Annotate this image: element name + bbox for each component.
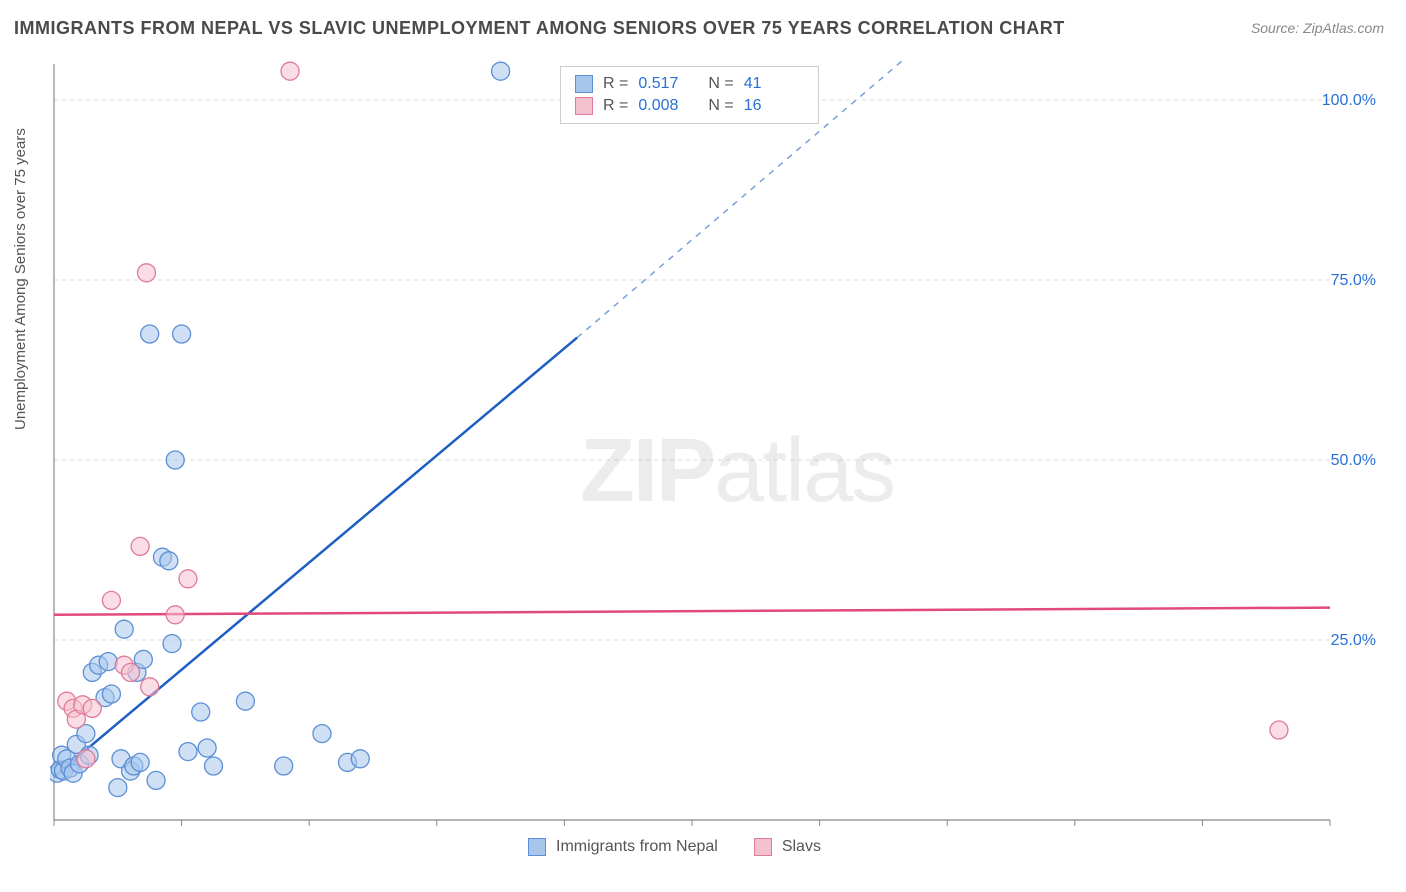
data-point bbox=[351, 750, 369, 768]
data-point bbox=[141, 678, 159, 696]
legend-stats-row: R = 0.008 N = 16 bbox=[575, 95, 804, 117]
data-point bbox=[173, 325, 191, 343]
legend-item: Slavs bbox=[754, 838, 821, 856]
r-label: R = bbox=[603, 75, 628, 93]
legend-swatch bbox=[754, 838, 772, 856]
data-point bbox=[492, 62, 510, 80]
data-point bbox=[109, 779, 127, 797]
r-value: 0.008 bbox=[638, 97, 698, 115]
data-point bbox=[141, 325, 159, 343]
data-point bbox=[131, 537, 149, 555]
legend-swatch bbox=[575, 97, 593, 115]
data-point bbox=[1270, 721, 1288, 739]
data-point bbox=[192, 703, 210, 721]
n-value: 16 bbox=[744, 97, 804, 115]
legend-swatch bbox=[575, 75, 593, 93]
data-point bbox=[160, 552, 178, 570]
chart-svg: 0.0%20.0%25.0%50.0%75.0%100.0% bbox=[50, 60, 1380, 840]
data-point bbox=[313, 725, 331, 743]
y-tick-label: 25.0% bbox=[1331, 632, 1376, 649]
y-tick-label: 100.0% bbox=[1322, 92, 1376, 109]
data-point bbox=[147, 771, 165, 789]
data-point bbox=[77, 750, 95, 768]
data-point bbox=[138, 264, 156, 282]
data-point bbox=[236, 692, 254, 710]
r-value: 0.517 bbox=[638, 75, 698, 93]
scatter-chart: 0.0%20.0%25.0%50.0%75.0%100.0% bbox=[50, 60, 1380, 820]
legend-label: Immigrants from Nepal bbox=[556, 838, 718, 856]
legend-swatch bbox=[528, 838, 546, 856]
chart-title: IMMIGRANTS FROM NEPAL VS SLAVIC UNEMPLOY… bbox=[14, 18, 1065, 39]
y-tick-label: 75.0% bbox=[1331, 272, 1376, 289]
trend-line bbox=[54, 338, 577, 777]
data-point bbox=[131, 753, 149, 771]
data-point bbox=[115, 620, 133, 638]
series-legend: Immigrants from Nepal Slavs bbox=[528, 838, 821, 856]
r-label: R = bbox=[603, 97, 628, 115]
data-point bbox=[166, 451, 184, 469]
data-point bbox=[122, 663, 140, 681]
n-value: 41 bbox=[744, 75, 804, 93]
data-point bbox=[102, 685, 120, 703]
n-label: N = bbox=[708, 97, 733, 115]
data-point bbox=[102, 591, 120, 609]
data-point bbox=[179, 570, 197, 588]
n-label: N = bbox=[708, 75, 733, 93]
trend-line bbox=[54, 608, 1330, 615]
legend-item: Immigrants from Nepal bbox=[528, 838, 718, 856]
correlation-legend: R = 0.517 N = 41 R = 0.008 N = 16 bbox=[560, 66, 819, 124]
data-point bbox=[179, 743, 197, 761]
source-attribution: Source: ZipAtlas.com bbox=[1251, 20, 1384, 36]
chart-container: IMMIGRANTS FROM NEPAL VS SLAVIC UNEMPLOY… bbox=[0, 0, 1406, 892]
data-point bbox=[166, 606, 184, 624]
data-point bbox=[281, 62, 299, 80]
y-tick-label: 50.0% bbox=[1331, 452, 1376, 469]
data-point bbox=[83, 699, 101, 717]
legend-stats-row: R = 0.517 N = 41 bbox=[575, 73, 804, 95]
data-point bbox=[205, 757, 223, 775]
data-point bbox=[99, 653, 117, 671]
legend-label: Slavs bbox=[782, 838, 821, 856]
data-point bbox=[163, 635, 181, 653]
data-point bbox=[198, 739, 216, 757]
data-point bbox=[275, 757, 293, 775]
y-axis-label: Unemployment Among Seniors over 75 years bbox=[12, 128, 29, 430]
